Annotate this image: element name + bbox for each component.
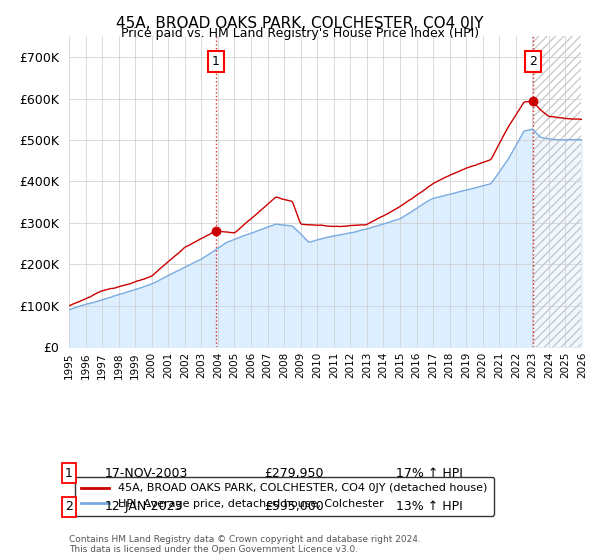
Text: £595,000: £595,000: [264, 500, 324, 514]
Text: Price paid vs. HM Land Registry's House Price Index (HPI): Price paid vs. HM Land Registry's House …: [121, 27, 479, 40]
Text: 17% ↑ HPI: 17% ↑ HPI: [396, 466, 463, 480]
Text: 1: 1: [65, 466, 73, 480]
Text: 1: 1: [212, 55, 220, 68]
Text: 12-JAN-2023: 12-JAN-2023: [105, 500, 184, 514]
Text: Contains HM Land Registry data © Crown copyright and database right 2024.: Contains HM Land Registry data © Crown c…: [69, 535, 421, 544]
Text: 2: 2: [529, 55, 537, 68]
Text: This data is licensed under the Open Government Licence v3.0.: This data is licensed under the Open Gov…: [69, 545, 358, 554]
Text: £279,950: £279,950: [264, 466, 323, 480]
Legend: 45A, BROAD OAKS PARK, COLCHESTER, CO4 0JY (detached house), HPI: Average price, : 45A, BROAD OAKS PARK, COLCHESTER, CO4 0J…: [74, 477, 494, 516]
Text: 13% ↑ HPI: 13% ↑ HPI: [396, 500, 463, 514]
Text: 17-NOV-2003: 17-NOV-2003: [105, 466, 188, 480]
Text: 45A, BROAD OAKS PARK, COLCHESTER, CO4 0JY: 45A, BROAD OAKS PARK, COLCHESTER, CO4 0J…: [116, 16, 484, 31]
Text: 2: 2: [65, 500, 73, 514]
